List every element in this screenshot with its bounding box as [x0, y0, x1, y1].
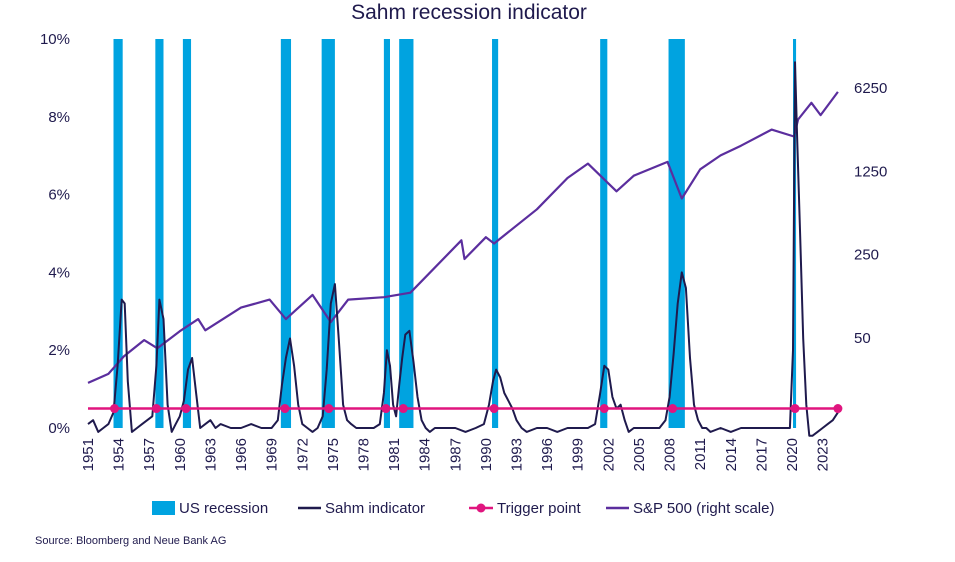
trigger-point-0 [110, 404, 120, 414]
x-tick-7: 1972 [294, 438, 311, 471]
recession-bars [113, 39, 797, 428]
trigger-point-9 [668, 404, 678, 414]
x-tick-24: 2023 [815, 438, 832, 471]
x-tick-13: 1990 [478, 438, 495, 471]
trigger-point-7 [489, 404, 499, 414]
recession-bar-3 [280, 39, 292, 428]
chart-title: Sahm recession indicator [351, 1, 587, 24]
recession-bar-2 [182, 39, 192, 428]
x-tick-16: 1999 [570, 438, 587, 471]
legend: US recession Sahm indicator Trigger point S… [152, 500, 774, 517]
legend-label-2: Trigger point [497, 500, 581, 517]
trigger-point-11 [833, 404, 843, 414]
right-tick-3: 6250 [854, 80, 887, 97]
x-axis-ticks: 1951 1954 1957 1960 1963 1966 1969 1972 1975 1978… [80, 438, 832, 471]
left-tick-2: 4% [48, 264, 70, 281]
sp500-line [87, 91, 839, 384]
x-tick-9: 1978 [355, 438, 372, 471]
right-axis-ticks: 50 250 1250 6250 [854, 80, 887, 347]
trigger-point-5 [381, 404, 391, 414]
sp500-series [87, 91, 839, 384]
x-tick-20: 2011 [692, 438, 709, 470]
recession-bar-7 [492, 39, 499, 428]
legend-swatch-0 [152, 501, 175, 515]
trigger-point-6 [398, 404, 408, 414]
left-tick-3: 6% [48, 187, 70, 204]
legend-label-3: S&P 500 (right scale) [633, 500, 774, 517]
sahm-series [87, 61, 839, 437]
left-axis-ticks: 0% 2% 4% 6% 8% 10% [40, 31, 70, 437]
source-note: Source: Bloomberg and Neue Bank AG [35, 535, 226, 547]
x-tick-23: 2020 [784, 438, 801, 471]
trigger-point-2 [181, 404, 191, 414]
x-tick-21: 2014 [723, 438, 740, 471]
trigger-point-10 [790, 404, 800, 414]
x-tick-12: 1987 [447, 438, 464, 471]
trigger-point-4 [324, 404, 334, 414]
recession-bar-8 [600, 39, 608, 428]
right-tick-1: 250 [854, 247, 879, 264]
left-tick-0: 0% [48, 420, 70, 437]
x-tick-0: 1951 [80, 438, 97, 471]
x-tick-10: 1981 [386, 438, 403, 471]
x-tick-2: 1957 [141, 438, 158, 471]
x-tick-22: 2017 [753, 438, 770, 471]
recession-bar-5 [383, 39, 390, 428]
right-tick-2: 1250 [854, 163, 887, 180]
x-tick-17: 2002 [600, 438, 617, 471]
left-tick-4: 8% [48, 109, 70, 126]
x-tick-4: 1963 [202, 438, 219, 471]
legend-swatch-marker-2 [476, 503, 486, 513]
left-tick-5: 10% [40, 31, 70, 48]
x-tick-8: 1975 [325, 438, 342, 471]
x-tick-19: 2008 [662, 438, 679, 471]
trigger-series [88, 404, 843, 414]
x-tick-11: 1984 [417, 438, 434, 471]
recession-bar-0 [113, 39, 123, 428]
trigger-point-8 [599, 404, 609, 414]
x-tick-3: 1960 [172, 438, 189, 471]
x-tick-1: 1954 [111, 438, 128, 471]
recession-bar-1 [155, 39, 164, 428]
x-tick-14: 1993 [509, 438, 526, 471]
recession-bar-9 [668, 39, 685, 428]
left-tick-1: 2% [48, 342, 70, 359]
recession-bar-4 [321, 39, 335, 428]
x-tick-18: 2005 [631, 438, 648, 471]
x-tick-5: 1966 [233, 438, 250, 471]
right-tick-0: 50 [854, 330, 871, 347]
sahm-line [87, 61, 839, 437]
x-tick-6: 1969 [264, 438, 281, 471]
trigger-point-1 [151, 404, 161, 414]
trigger-point-3 [280, 404, 290, 414]
x-tick-15: 1996 [539, 438, 556, 471]
legend-label-1: Sahm indicator [325, 500, 425, 517]
legend-label-0: US recession [179, 500, 268, 517]
